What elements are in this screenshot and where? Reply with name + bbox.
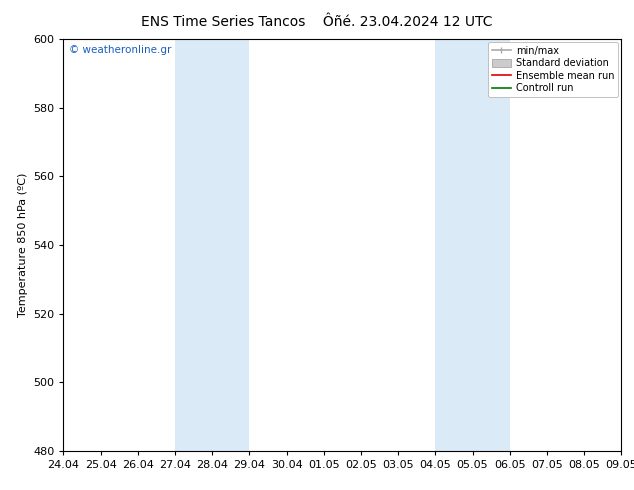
Text: ENS Time Series Tancos    Ôñé. 23.04.2024 12 UTC: ENS Time Series Tancos Ôñé. 23.04.2024 1… — [141, 15, 493, 29]
Text: © weatheronline.gr: © weatheronline.gr — [69, 46, 171, 55]
Legend: min/max, Standard deviation, Ensemble mean run, Controll run: min/max, Standard deviation, Ensemble me… — [488, 42, 618, 97]
Y-axis label: Temperature 850 hPa (ºC): Temperature 850 hPa (ºC) — [18, 173, 27, 317]
Bar — [175, 39, 249, 451]
Bar — [436, 39, 510, 451]
